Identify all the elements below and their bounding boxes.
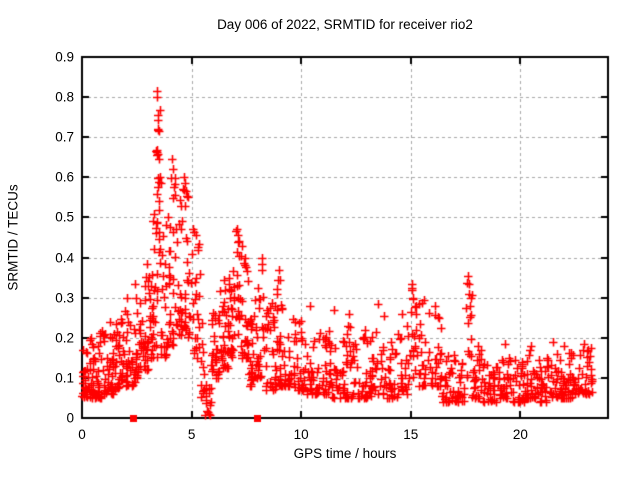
y-tick-label: 0.8 <box>55 89 74 105</box>
y-tick-label: 0.7 <box>55 129 74 145</box>
x-axis-label: GPS time / hours <box>293 446 397 461</box>
y-tick-label: 0.6 <box>55 169 74 185</box>
y-tick-label: 0.3 <box>55 290 74 306</box>
x-tick-label: 0 <box>78 427 86 442</box>
y-axis-label: SRMTID / TECUs <box>5 184 21 291</box>
x-tick-label: 20 <box>512 427 528 442</box>
chart-title: Day 006 of 2022, SRMTID for receiver rio… <box>217 17 473 32</box>
y-tick-label: 0.1 <box>55 370 74 386</box>
y-tick-label: 0.9 <box>55 49 74 65</box>
y-tick-label: 0.5 <box>55 209 74 225</box>
x-tick-label: 10 <box>293 427 309 442</box>
y-tick-label: 0 <box>66 410 74 426</box>
y-tick-label: 0.4 <box>55 250 74 266</box>
x-tick-label: 5 <box>187 427 196 442</box>
x-tick-label: 15 <box>403 427 419 442</box>
y-tick-label: 0.2 <box>55 330 74 346</box>
